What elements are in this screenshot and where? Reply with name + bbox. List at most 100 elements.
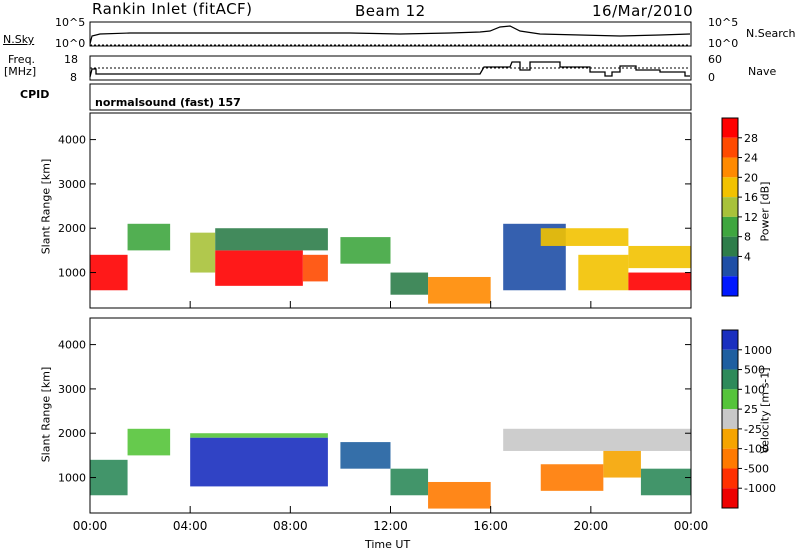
- power-y-tick-label: 2000: [58, 222, 86, 235]
- power-cbar-cell: [722, 157, 738, 178]
- velocity-cbar-cell: [722, 330, 738, 350]
- power-cbar-cell: [722, 137, 738, 158]
- beam-title: Beam 12: [355, 2, 426, 20]
- velocity-cbar-cell: [722, 428, 738, 449]
- power-band-3: [215, 250, 303, 286]
- axis-ticks: 00:00 04:00 08:00 12:00 16:00 20:00 00:00 4000 3…: [58, 134, 708, 533]
- power-cbar-cell: [722, 197, 738, 217]
- velocity-band-0: [90, 459, 128, 496]
- velocity-cbar-cell: [722, 389, 738, 410]
- velocity-cbar-tick-label: -1000: [744, 482, 776, 495]
- nave-label: Nave: [748, 65, 777, 78]
- velocity-cbar-cell: [722, 488, 738, 508]
- power-bands: [90, 223, 691, 304]
- power-band-8: [428, 276, 491, 304]
- power-cbar-tick-label: 12: [744, 211, 758, 224]
- velocity-cbar-cell: [722, 369, 738, 390]
- freq-tick-top: 18: [64, 53, 78, 66]
- velocity-y-tick-label: 2000: [58, 427, 86, 440]
- power-cbar-tick-label: 4: [744, 250, 751, 263]
- x-tick-label: 12:00: [373, 519, 408, 533]
- velocity-cbar-cell: [722, 468, 738, 489]
- nsky-tick-bottom: 10^0: [55, 37, 86, 50]
- velocity-cbar-tick-label: -100: [744, 443, 769, 456]
- nsearch-label: N.Search: [746, 27, 796, 40]
- power-cbar-tick-label: 24: [744, 152, 758, 165]
- power-cbar-cell: [722, 276, 738, 296]
- velocity-cbar-cell: [722, 409, 738, 429]
- x-tick-label: 20:00: [574, 519, 609, 533]
- velocity-band-10: [640, 468, 691, 496]
- power-band-10: [540, 228, 629, 246]
- power-ylabel: Slant Range [km]: [39, 158, 53, 255]
- x-tick-label: 00:00: [674, 519, 709, 533]
- nsearch-tick-top: 10^5: [708, 16, 739, 29]
- velocity-band-4: [340, 442, 391, 469]
- power-band-2: [190, 232, 216, 273]
- nave-tick-top: 60: [708, 53, 722, 66]
- power-cbar-tick-label: 20: [744, 171, 758, 184]
- power-band-1: [127, 223, 171, 251]
- velocity-y-tick-label: 1000: [58, 472, 86, 485]
- power-band-5: [302, 254, 328, 282]
- station-title: Rankin Inlet (fitACF): [92, 0, 253, 18]
- power-y-tick-label: 4000: [58, 134, 86, 147]
- power-cbar-tick-label: 16: [744, 191, 758, 204]
- velocity-cbar-cell: [722, 448, 738, 469]
- velocity-cbar-frame: [721, 329, 739, 509]
- power-cbar-cell: [722, 118, 738, 138]
- power-band-13: [628, 245, 691, 269]
- power-cbar-cell: [722, 177, 738, 198]
- nsearch-tick-bottom: 10^0: [708, 37, 739, 50]
- velocity-band-7: [503, 428, 691, 451]
- power-y-tick-label: 3000: [58, 178, 86, 191]
- velocity-cbar-cell: [722, 349, 738, 370]
- power-cbar-cell: [722, 236, 738, 257]
- nave-tick-bottom: 0: [708, 71, 715, 84]
- velocity-band-1: [127, 428, 171, 456]
- power-cbar-label: Power [dB]: [758, 181, 772, 242]
- x-tick-label: 00:00: [73, 519, 108, 533]
- power-cbar-cell: [722, 216, 738, 237]
- velocity-ylabel: Slant Range [km]: [39, 366, 53, 463]
- velocity-band-3: [190, 433, 328, 438]
- power-band-12: [628, 272, 691, 291]
- nsky-trace: [89, 25, 691, 45]
- freq-unit-label: [MHz]: [4, 65, 37, 78]
- velocity-band-8: [540, 464, 604, 491]
- velocity-panel: [89, 317, 692, 514]
- cpid-panel-frame: [89, 83, 692, 111]
- power-y-tick-label: 1000: [58, 267, 86, 280]
- velocity-cbar-tick-label: 1000: [744, 344, 772, 357]
- power-panel: [89, 112, 692, 309]
- cpid-label: CPID: [20, 88, 50, 101]
- nsky-tick-top: 10^5: [55, 16, 86, 29]
- power-band-6: [340, 237, 391, 264]
- power-cbar-frame: [721, 117, 739, 297]
- velocity-y-tick-label: 4000: [58, 339, 86, 352]
- velocity-colorbar: 1000 500 100 25 -25 -100 -500 -1000: [721, 329, 776, 509]
- date-title: 16/Mar/2010: [592, 2, 694, 20]
- velocity-band-5: [390, 468, 429, 496]
- velocity-y-tick-label: 3000: [58, 383, 86, 396]
- power-cbar-tick-label: 8: [744, 231, 751, 244]
- velocity-band-2: [190, 437, 328, 487]
- velocity-cbar-tick-label: 25: [744, 403, 758, 416]
- x-axis-label: Time UT: [365, 538, 411, 551]
- velocity-bands: [90, 428, 691, 509]
- power-cbar-cell: [722, 256, 738, 277]
- nsky-panel-frame: [89, 21, 692, 47]
- power-band-0: [90, 254, 128, 291]
- freq-label: Freq.: [8, 53, 36, 66]
- velocity-cbar-tick-label: 100: [744, 383, 765, 396]
- power-colorbar: 28 24 20 16 12 8 4: [721, 117, 758, 297]
- x-tick-label: 08:00: [273, 519, 308, 533]
- freq-tick-bottom: 8: [70, 71, 77, 84]
- power-band-7: [390, 272, 429, 295]
- freq-trace: [89, 61, 690, 78]
- power-band-4: [215, 228, 328, 251]
- velocity-cbar-tick-label: 500: [744, 364, 765, 377]
- velocity-cbar-tick-label: -25: [744, 423, 762, 436]
- power-cbar-tick-label: 28: [744, 132, 758, 145]
